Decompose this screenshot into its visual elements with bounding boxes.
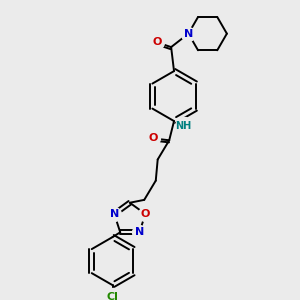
Text: O: O — [141, 209, 150, 219]
Text: N: N — [184, 28, 193, 39]
Text: O: O — [148, 134, 158, 143]
Text: N: N — [135, 227, 144, 237]
Text: N: N — [110, 209, 119, 219]
Text: Cl: Cl — [106, 292, 119, 300]
Text: NH: NH — [176, 121, 192, 131]
Text: O: O — [152, 37, 161, 47]
